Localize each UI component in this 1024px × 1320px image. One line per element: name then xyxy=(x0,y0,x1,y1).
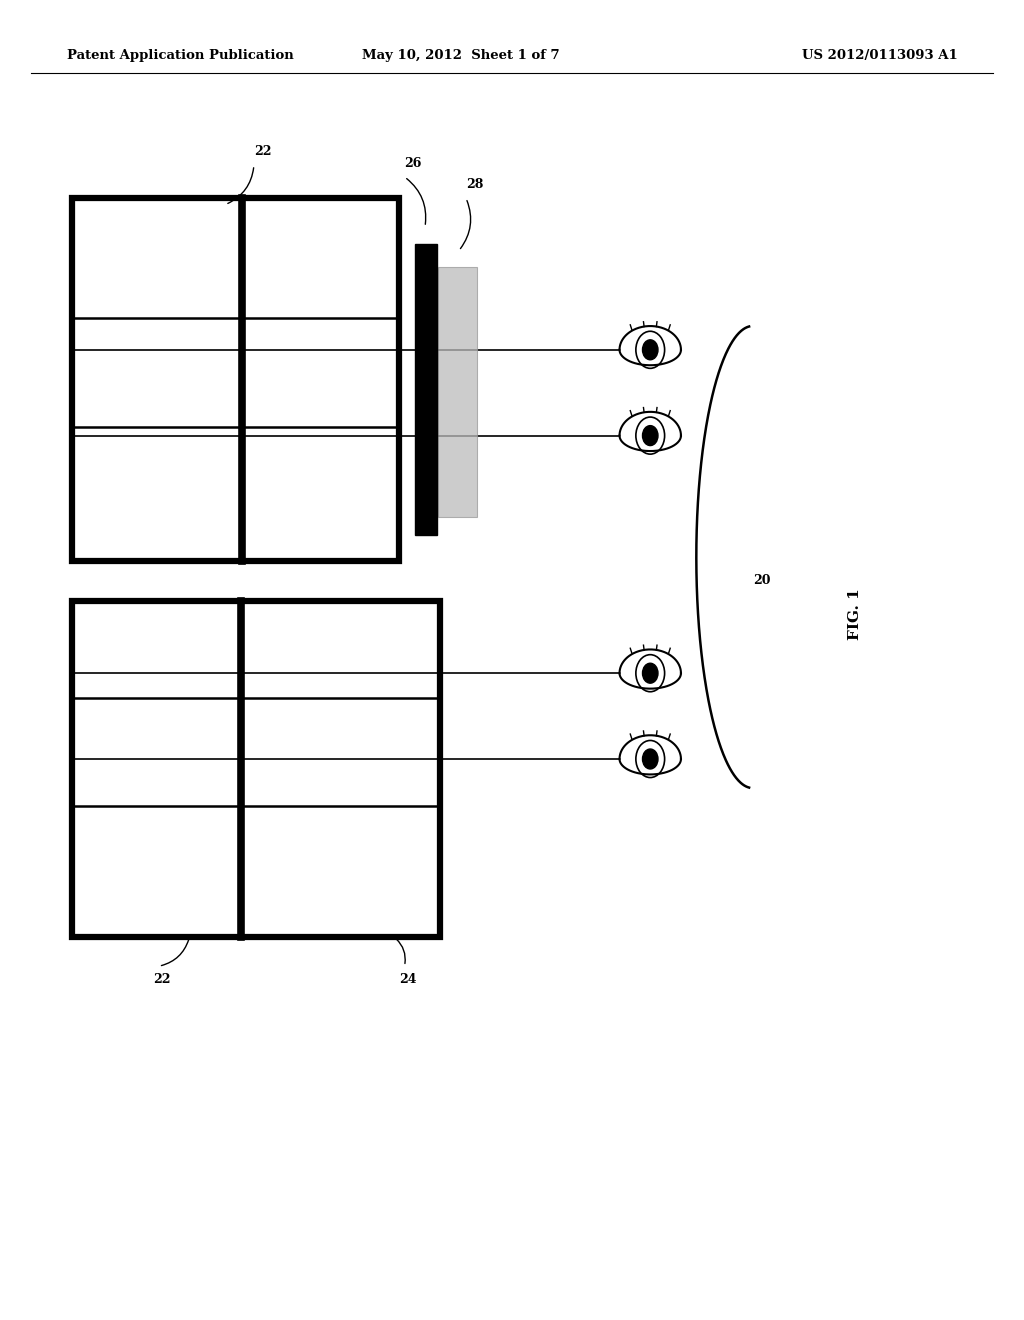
Circle shape xyxy=(642,663,658,684)
Bar xyxy=(72,601,440,937)
Text: May 10, 2012  Sheet 1 of 7: May 10, 2012 Sheet 1 of 7 xyxy=(362,49,559,62)
Text: 28: 28 xyxy=(466,178,483,191)
Bar xyxy=(415,244,437,535)
Text: 26: 26 xyxy=(404,157,422,170)
Text: 20: 20 xyxy=(753,574,770,587)
Text: FIG. 1: FIG. 1 xyxy=(848,587,862,640)
Circle shape xyxy=(642,748,658,770)
Bar xyxy=(438,267,477,517)
Text: 22: 22 xyxy=(154,973,171,986)
Circle shape xyxy=(642,339,658,360)
Text: 24: 24 xyxy=(399,973,417,986)
Text: US 2012/0113093 A1: US 2012/0113093 A1 xyxy=(802,49,957,62)
Text: 22: 22 xyxy=(254,145,271,158)
Circle shape xyxy=(642,425,658,446)
Bar xyxy=(72,198,399,561)
Text: Patent Application Publication: Patent Application Publication xyxy=(67,49,293,62)
